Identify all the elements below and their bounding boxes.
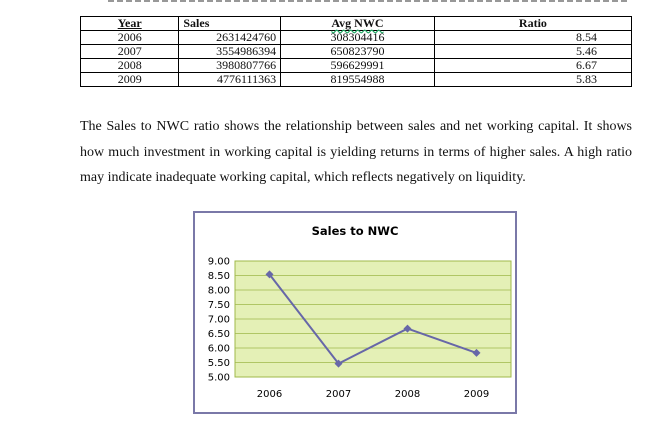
- data-point-marker: [265, 270, 274, 279]
- header-avg-nwc-label: Avg NWC: [331, 16, 384, 30]
- cell-year: 2006: [79, 30, 180, 45]
- axis-labels: 9.00 8.50 8.00 7.50 7.00 6.50 6.00 5.50 5.00 2006…: [208, 257, 489, 401]
- y-tick-label: 8.50: [208, 271, 230, 282]
- y-tick-label: 5.50: [208, 358, 230, 369]
- data-point-marker: [472, 348, 481, 357]
- cell-year: 2008: [79, 58, 180, 73]
- cell-year: 2009: [79, 72, 180, 87]
- y-tick-label: 9.00: [208, 257, 230, 268]
- header-avg-nwc: Avg NWC: [280, 16, 435, 31]
- chart-title: Sales to NWC: [311, 224, 399, 238]
- data-point-marker: [403, 324, 412, 333]
- ratio-explanation-paragraph: The Sales to NWC ratio shows the relatio…: [80, 119, 632, 185]
- data-point-marker: [334, 359, 343, 368]
- y-tick-label: 6.50: [208, 329, 230, 340]
- header-year-label: Year: [117, 16, 142, 30]
- cell-year: 2007: [79, 44, 180, 59]
- cell-ratio: 5.46: [433, 44, 633, 59]
- table-row: 2007 3554986394 650823790 5.46: [79, 44, 633, 59]
- cell-avg-nwc: 819554988: [280, 72, 435, 87]
- x-tick-label: 2006: [257, 389, 282, 400]
- y-tick-label: 7.00: [208, 315, 230, 326]
- y-tick-label: 6.00: [208, 344, 230, 355]
- header-year: Year: [79, 16, 180, 31]
- cell-avg-nwc: 650823790: [280, 44, 435, 59]
- cell-ratio: 5.83: [433, 72, 633, 87]
- y-tick-label: 5.00: [208, 373, 230, 384]
- cropped-text-line: [0, 0, 672, 6]
- cell-avg-nwc: 308304416: [280, 30, 435, 45]
- table-row: 2009 4776111363 819554988 5.83: [79, 72, 633, 87]
- table-row: 2006 2631424760 308304416 8.54: [79, 30, 633, 45]
- financial-table: Year Sales Avg NWC Ratio 2006 2631424760…: [79, 16, 633, 87]
- chart-plot: 9.00 8.50 8.00 7.50 7.00 6.50 6.00 5.50 5.00 2006…: [208, 257, 512, 401]
- cell-ratio: 8.54: [433, 30, 633, 45]
- series-line: [268, 273, 477, 365]
- cell-sales: 2631424760: [178, 30, 282, 45]
- cell-sales: 4776111363: [178, 72, 282, 87]
- header-sales: Sales: [178, 16, 282, 31]
- x-tick-label: 2009: [464, 389, 489, 400]
- table-row: 2008 3980807766 596629991 6.67: [79, 58, 633, 73]
- y-tick-label: 8.00: [208, 286, 230, 297]
- y-tick-label: 7.50: [208, 300, 230, 311]
- x-tick-label: 2008: [395, 389, 420, 400]
- cell-avg-nwc: 596629991: [280, 58, 435, 73]
- grid-lines: [234, 260, 512, 378]
- cell-ratio: 6.67: [433, 58, 633, 73]
- table-header-row: Year Sales Avg NWC Ratio: [79, 16, 633, 31]
- x-tick-label: 2007: [326, 389, 351, 400]
- cell-sales: 3980807766: [178, 58, 282, 73]
- cell-sales: 3554986394: [178, 44, 282, 59]
- sales-to-nwc-chart: Sales to NWC 9.00 8.50 8.00 7.50 7.00 6.50 6.0…: [193, 211, 517, 414]
- series-line-group: [265, 270, 481, 368]
- header-ratio: Ratio: [433, 16, 633, 31]
